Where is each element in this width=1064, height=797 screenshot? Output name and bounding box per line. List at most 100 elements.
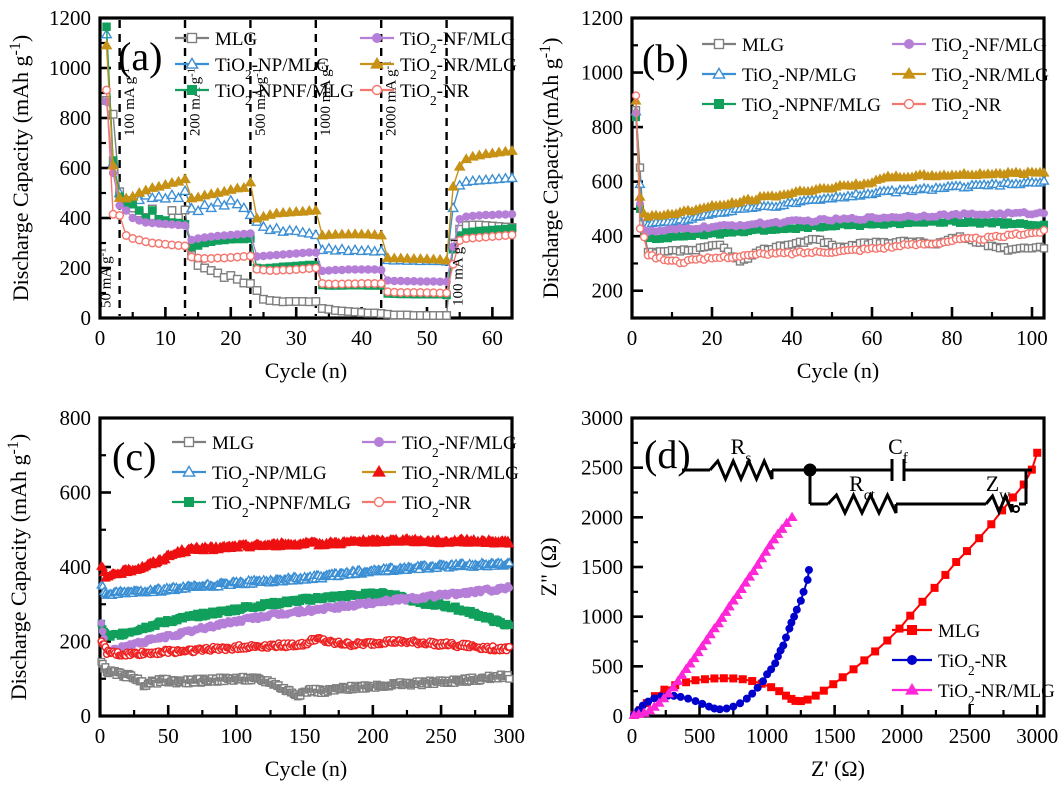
y-tick-label: 800 xyxy=(592,115,624,139)
legend-label: TiO2-NR xyxy=(938,651,1008,678)
plot-area-a xyxy=(100,20,518,320)
legend-item[interactable]: TiO2-NR/MLG xyxy=(362,463,519,490)
plot-area-d xyxy=(628,448,1042,720)
y-tick-label: 400 xyxy=(60,555,92,579)
panel-c-cycling-300: 0 50 100 150 200 250 300 0 200 400 600 800 Cycle (n)… xyxy=(0,398,532,797)
plot-frame xyxy=(630,16,1046,320)
y-tick-label: 1500 xyxy=(581,555,623,579)
y-tick-label: 400 xyxy=(592,224,624,248)
plot-area-b xyxy=(630,91,1050,268)
plot-area-c xyxy=(96,532,515,701)
stage-annotation: 50 mA g-1 xyxy=(97,248,115,308)
legend-item[interactable]: TiO2-NPNF/MLG xyxy=(172,493,351,520)
y-tick-label: 600 xyxy=(592,170,624,194)
panel-b-cycling-100: 0 20 40 60 80 100 200 400 600 800 1000 1200 Cycle (n… xyxy=(532,0,1064,398)
x-tick-label: 50 xyxy=(158,724,179,748)
resistor-zigzag xyxy=(708,457,774,483)
legend-label: TiO2-NPNF/MLG xyxy=(742,95,881,122)
panel-b-svg: 0 20 40 60 80 100 200 400 600 800 1000 1200 Cycle (n… xyxy=(537,6,1050,383)
legend-item[interactable]: TiO2-NR/MLG xyxy=(360,55,517,82)
x-tick-label: 60 xyxy=(862,326,883,350)
stage-annotation: 500 mA g-1 xyxy=(251,68,269,136)
legend-item[interactable]: TiO2-NF/MLG xyxy=(362,433,517,460)
legend-label: TiO2-NF/MLG xyxy=(932,35,1047,62)
x-tick-label: 2000 xyxy=(881,724,923,748)
y-tick-label: 800 xyxy=(60,406,92,430)
axes: 0 10 20 30 40 50 60020040060080010001200Cycle … xyxy=(7,6,514,383)
x-axis-title: Cycle (n) xyxy=(265,756,347,781)
x-tick-label: 0 xyxy=(627,724,638,748)
x-tick-label: 0 xyxy=(95,326,106,350)
y-tick-label: 800 xyxy=(60,106,92,130)
x-axis-title: Cycle (n) xyxy=(797,358,879,383)
legend-label: TiO2-NF/MLG xyxy=(400,29,515,56)
legend-item[interactable]: TiO2-NR xyxy=(360,81,470,108)
panel-c-svg: 0 50 100 150 200 250 300 0 200 400 600 800 Cycle (n)… xyxy=(5,406,526,781)
panel-letter-a: (a) xyxy=(118,34,162,79)
legend-item[interactable]: TiO2-NF/MLG xyxy=(892,35,1047,62)
panel-a-svg: 0 10 20 30 40 50 60020040060080010001200Cycle … xyxy=(7,6,518,383)
x-tick-label: 100 xyxy=(221,724,253,748)
legend-item[interactable]: MLG xyxy=(175,29,258,50)
y-axis-title: Discharge Capacity(mAh g-1) xyxy=(537,37,564,298)
legend-item[interactable]: TiO2-NP/MLG xyxy=(702,65,857,92)
legend-item[interactable]: TiO2-NP/MLG xyxy=(172,463,327,490)
legend-item[interactable]: MLG xyxy=(172,433,255,454)
y-tick-label: 0 xyxy=(81,306,92,330)
y-tick-label: 1200 xyxy=(49,6,91,30)
legend-item[interactable]: TiO2-NR xyxy=(892,95,1002,122)
x-tick-label: 250 xyxy=(425,724,457,748)
x-tick-label: 0 xyxy=(627,326,638,350)
axes: 0 20 40 60 80 100 200 400 600 800 1000 1200 Cycle (n… xyxy=(537,6,1048,383)
stage-annotation: 200 mA g-1 xyxy=(186,68,204,136)
y-tick-label: 0 xyxy=(81,704,92,728)
legend-panel-b: MLG TiO2-NP/MLG TiO2-NPNF/MLG TiO2-NF/MLG Ti… xyxy=(702,35,1049,122)
panel-a-rate-capability: 0 10 20 30 40 50 60 0 200 400 600 800 1000 1200 Cycle … xyxy=(0,0,532,398)
legend-panel-d: MLG TiO2-NR TiO2-NR/MLG xyxy=(892,621,1055,708)
legend-item[interactable]: MLG xyxy=(892,621,981,642)
legend-label: TiO2-NP/MLG xyxy=(215,55,330,82)
legend-label: MLG xyxy=(215,29,258,50)
x-tick-label: 2500 xyxy=(949,724,991,748)
y-tick-label: 200 xyxy=(60,256,92,280)
legend-item[interactable]: TiO2-NR/MLG xyxy=(892,681,1055,708)
legend-item[interactable]: TiO2-NF/MLG xyxy=(360,29,515,56)
panel-d-svg: 0 500 1000 1500 2000 2500 3000 0 500 1000 1500 2000… xyxy=(536,406,1058,781)
y-tick-label: 600 xyxy=(60,156,92,180)
legend-label: TiO2-NR/MLG xyxy=(938,681,1055,708)
legend-item[interactable]: TiO2-NPNF/MLG xyxy=(175,81,354,108)
legend-item[interactable]: TiO2-NR xyxy=(892,651,1008,678)
y-axis-title: Discharge Capacity (mAh g-1) xyxy=(7,35,34,302)
y-tick-label: 3000 xyxy=(581,406,623,430)
axes: 0 50 100 150 200 250 300 0 200 400 600 800 Cycle (n)… xyxy=(5,406,526,781)
legend-item[interactable]: TiO2-NR xyxy=(362,493,472,520)
y-tick-label: 1000 xyxy=(581,605,623,629)
y-axis-title: Discharge Capacity (mAh g-1) xyxy=(5,434,32,701)
legend-label: TiO2-NR/MLG xyxy=(402,463,519,490)
label-zw: Zw xyxy=(986,471,1011,504)
stage-annotation: 1000 mA g-1 xyxy=(317,61,335,136)
legend-label: TiO2-NPNF/MLG xyxy=(212,493,351,520)
legend-item[interactable]: TiO2-NR/MLG xyxy=(892,65,1049,92)
stage-annotation: 2000 mA g-1 xyxy=(382,61,400,136)
x-tick-label: 500 xyxy=(684,724,716,748)
legend-item[interactable]: TiO2-NPNF/MLG xyxy=(702,95,881,122)
x-tick-label: 200 xyxy=(357,724,389,748)
x-tick-label: 1500 xyxy=(814,724,856,748)
series-line xyxy=(634,452,1039,716)
panel-letter-b: (b) xyxy=(642,36,689,81)
legend-label: MLG xyxy=(212,433,255,454)
legend-panel-c: MLG TiO2-NP/MLG TiO2-NPNF/MLG TiO2-NF/MLG Ti… xyxy=(172,433,519,520)
y-tick-label: 600 xyxy=(60,481,92,505)
x-tick-label: 0 xyxy=(95,724,106,748)
legend-panel-a: MLGTiO2-NP/MLGTiO2-NPNF/MLGTiO2-NF/MLGTi… xyxy=(175,29,517,108)
legend-item[interactable]: MLG xyxy=(702,35,785,56)
x-tick-label: 50 xyxy=(416,326,437,350)
legend-item[interactable]: TiO2-NP/MLG xyxy=(175,55,330,82)
equivalent-circuit-diagram: Rs Cf Rct Zw xyxy=(682,434,1032,517)
y-tick-label: 1000 xyxy=(581,61,623,85)
legend-label: MLG xyxy=(742,35,785,56)
y-tick-label: 1000 xyxy=(49,56,91,80)
label-cf: Cf xyxy=(888,434,909,467)
x-axis-title: Z' (Ω) xyxy=(811,756,865,781)
